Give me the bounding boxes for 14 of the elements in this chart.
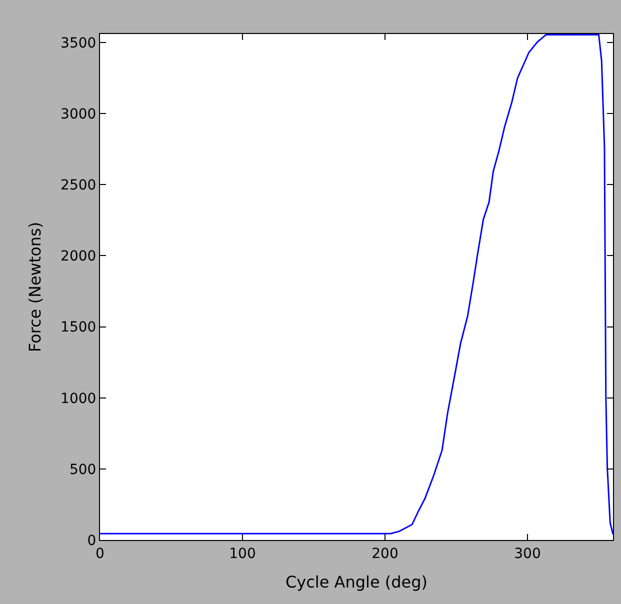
line-series [100, 34, 613, 536]
x-axis-title: Cycle Angle (deg) [285, 572, 428, 592]
x-tick-label: 300 [514, 546, 541, 562]
x-tick-label: 200 [372, 546, 398, 562]
y-tick-label: 2500 [60, 178, 96, 194]
y-tick-label: 500 [69, 462, 96, 478]
y-tick-label: 3000 [60, 106, 96, 122]
y-tick-label: 0 [87, 532, 96, 549]
x-tick-label: 100 [229, 546, 256, 562]
y-tick-label: 3500 [60, 35, 96, 52]
y-tick-label: 2000 [60, 248, 96, 265]
y-tick-label: 1000 [60, 390, 96, 407]
y-tick-label: 1500 [60, 320, 96, 336]
y-axis-title: Force (Newtons) [25, 222, 44, 352]
